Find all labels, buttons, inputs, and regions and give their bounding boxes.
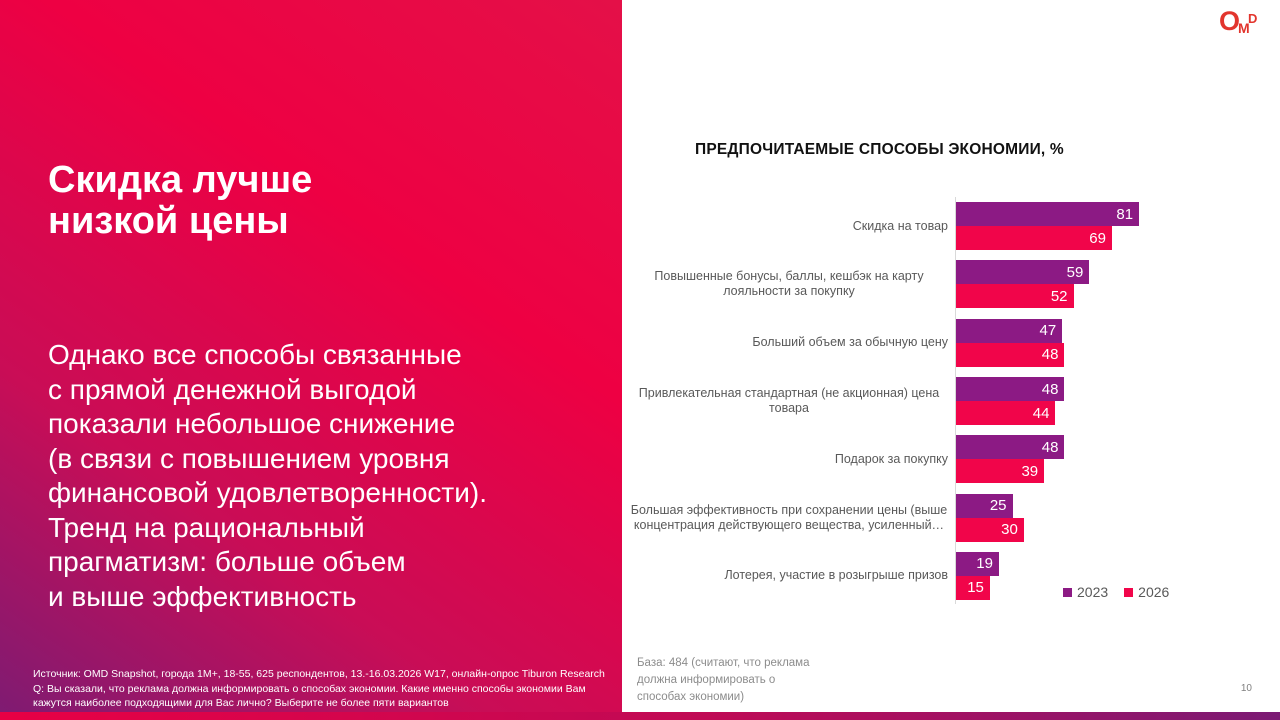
category-label: Подарок за покупку	[834, 451, 948, 466]
bar-2026: 30	[956, 517, 1024, 542]
chart-row: Лотерея, участие в розыгрыше призов 19 15	[630, 547, 1186, 605]
bar-2026: 48	[956, 342, 1065, 367]
chart-title: ПРЕДПОЧИТАЕМЫЕ СПОСОБЫ ЭКОНОМИИ, %	[695, 141, 1064, 158]
chart-rows: Скидка на товар 81 69 Повышенные бонусы, ба…	[630, 197, 1186, 605]
left-text-panel: Скидка лучше низкой цены Однако все спос…	[0, 0, 622, 712]
category-label: Больший объем за обычную цену	[752, 335, 948, 350]
category-bars: 48 44	[956, 377, 1186, 426]
legend-item-2026: 2026	[1124, 584, 1169, 600]
category-bars: 81 69	[956, 202, 1186, 251]
chart-row: Большая эффективность при сохранении цен…	[630, 488, 1186, 546]
category-bars: 47 48	[956, 318, 1186, 367]
bar-2023: 47	[956, 318, 1063, 343]
legend-swatch-2023	[1063, 587, 1072, 597]
bar-2023: 25	[956, 493, 1013, 518]
legend-item-2023: 2023	[1063, 584, 1108, 600]
slide-body-text: Однако все способы связанные с прямой де…	[48, 339, 487, 612]
chart-row: Скидка на товар 81 69	[630, 197, 1186, 255]
category-bars: 48 39	[956, 435, 1186, 484]
legend-label-2023: 2023	[1077, 584, 1109, 600]
chart-row: Подарок за покупку 48 39	[630, 430, 1186, 488]
page-number: 10	[1240, 683, 1252, 694]
base-note: База: 484 (считают, что реклама должна и…	[637, 657, 810, 703]
slide-heading: Скидка лучше низкой цены	[48, 159, 313, 242]
category-label: Скидка на товар	[852, 218, 948, 233]
chart-legend: 2023 2026	[1063, 584, 1169, 600]
chart-row: Больший объем за обычную цену 47 48	[630, 314, 1186, 372]
bar-2026: 15	[956, 575, 990, 600]
source-footnote: Источник: OMD Snapshot, города 1М+, 18-5…	[33, 668, 605, 709]
chart-row: Привлекательная стандартная (не акционна…	[630, 372, 1186, 430]
bar-2023: 48	[956, 435, 1065, 460]
category-bars: 25 30	[956, 493, 1186, 542]
bottom-accent-strip	[0, 712, 1280, 720]
bar-2026: 44	[956, 401, 1056, 426]
chart-axis-line	[955, 197, 956, 604]
category-bars: 59 52	[956, 260, 1186, 309]
legend-label-2026: 2026	[1138, 584, 1170, 600]
omd-logo: O M D	[1219, 6, 1267, 46]
legend-swatch-2026	[1124, 587, 1134, 597]
category-bars: 19 15	[956, 551, 1186, 600]
category-label: Лотерея, участие в розыгрыше призов	[724, 568, 948, 583]
bar-2023: 19	[956, 551, 999, 576]
bar-2026: 39	[956, 459, 1045, 484]
omd-logo-letter-o: O	[1219, 6, 1241, 36]
omd-logo-letter-m: M	[1238, 20, 1250, 36]
chart-row: Повышенные бонусы, баллы, кешбэк на карт…	[630, 255, 1186, 313]
bar-2026: 69	[956, 226, 1112, 251]
bar-2023: 59	[956, 260, 1090, 285]
bar-2023: 48	[956, 377, 1065, 402]
bar-2023: 81	[956, 202, 1140, 227]
omd-logo-letter-d: D	[1248, 11, 1258, 26]
bar-2026: 52	[956, 284, 1074, 309]
category-label: Повышенные бонусы, баллы, кешбэк на карт…	[654, 269, 924, 299]
category-label: Большая эффективность при сохранении цен…	[630, 502, 948, 532]
category-label: Привлекательная стандартная (не акционна…	[638, 386, 940, 416]
